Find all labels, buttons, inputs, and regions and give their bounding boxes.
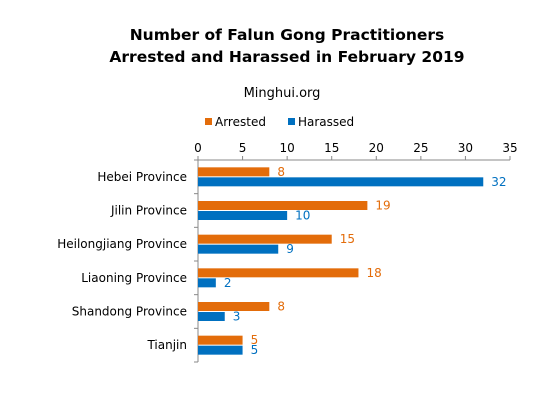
tick-label: 15 <box>324 141 339 155</box>
chart-title-line-1: Number of Falun Gong Practitioners <box>130 26 445 44</box>
legend-swatch-arrested <box>205 118 212 125</box>
data-label-arrested: 15 <box>340 232 355 246</box>
category-label: Hebei Province <box>97 170 187 184</box>
bar-arrested <box>198 335 243 345</box>
bar-harassed <box>198 211 288 220</box>
category-label: Jilin Province <box>110 204 187 218</box>
tick-label: 10 <box>280 141 295 155</box>
bar-harassed <box>198 312 225 321</box>
bar-harassed <box>198 345 243 355</box>
data-label-arrested: 8 <box>277 300 285 314</box>
legend: Arrested Harassed <box>205 115 354 129</box>
data-label-harassed: 9 <box>286 242 294 256</box>
bar-harassed <box>198 278 216 288</box>
data-label-arrested: 19 <box>375 199 390 213</box>
tick-label: 0 <box>194 141 202 155</box>
data-label-harassed: 3 <box>233 310 241 324</box>
data-label-harassed: 2 <box>224 276 232 290</box>
data-label-harassed: 32 <box>491 175 506 189</box>
value-axis: 0 5 10 15 20 25 30 35 <box>194 141 518 160</box>
data-label-harassed: 10 <box>295 209 310 223</box>
data-label-arrested: 18 <box>366 266 381 280</box>
bars <box>198 167 484 355</box>
legend-swatch-harassed <box>288 118 295 125</box>
data-label-harassed: 5 <box>251 343 259 357</box>
bar-arrested <box>198 268 359 278</box>
bar-harassed <box>198 177 484 187</box>
bar-arrested <box>198 302 270 311</box>
legend-label-harassed: Harassed <box>298 115 354 129</box>
bar-arrested <box>198 201 368 210</box>
tick-label: 25 <box>413 141 428 155</box>
tick-label: 20 <box>369 141 384 155</box>
data-label-arrested: 8 <box>277 165 285 179</box>
category-label: Liaoning Province <box>81 271 187 285</box>
tick-label: 35 <box>502 141 517 155</box>
category-axis: Hebei Province Jilin Province Heilongjiang… <box>57 159 198 363</box>
chart-subtitle: Minghui.org <box>244 86 321 101</box>
chart-title-line-2: Arrested and Harassed in February 2019 <box>109 48 464 66</box>
category-label: Tianjin <box>146 338 187 352</box>
data-label-arrested: 5 <box>251 333 259 347</box>
bar-harassed <box>198 244 279 254</box>
tick-label: 30 <box>458 141 473 155</box>
tick-label: 5 <box>239 141 247 155</box>
legend-label-arrested: Arrested <box>215 115 266 129</box>
category-label: Shandong Province <box>72 305 187 319</box>
bar-arrested <box>198 234 332 244</box>
category-label: Heilongjiang Province <box>57 237 187 251</box>
bar-arrested <box>198 167 270 177</box>
